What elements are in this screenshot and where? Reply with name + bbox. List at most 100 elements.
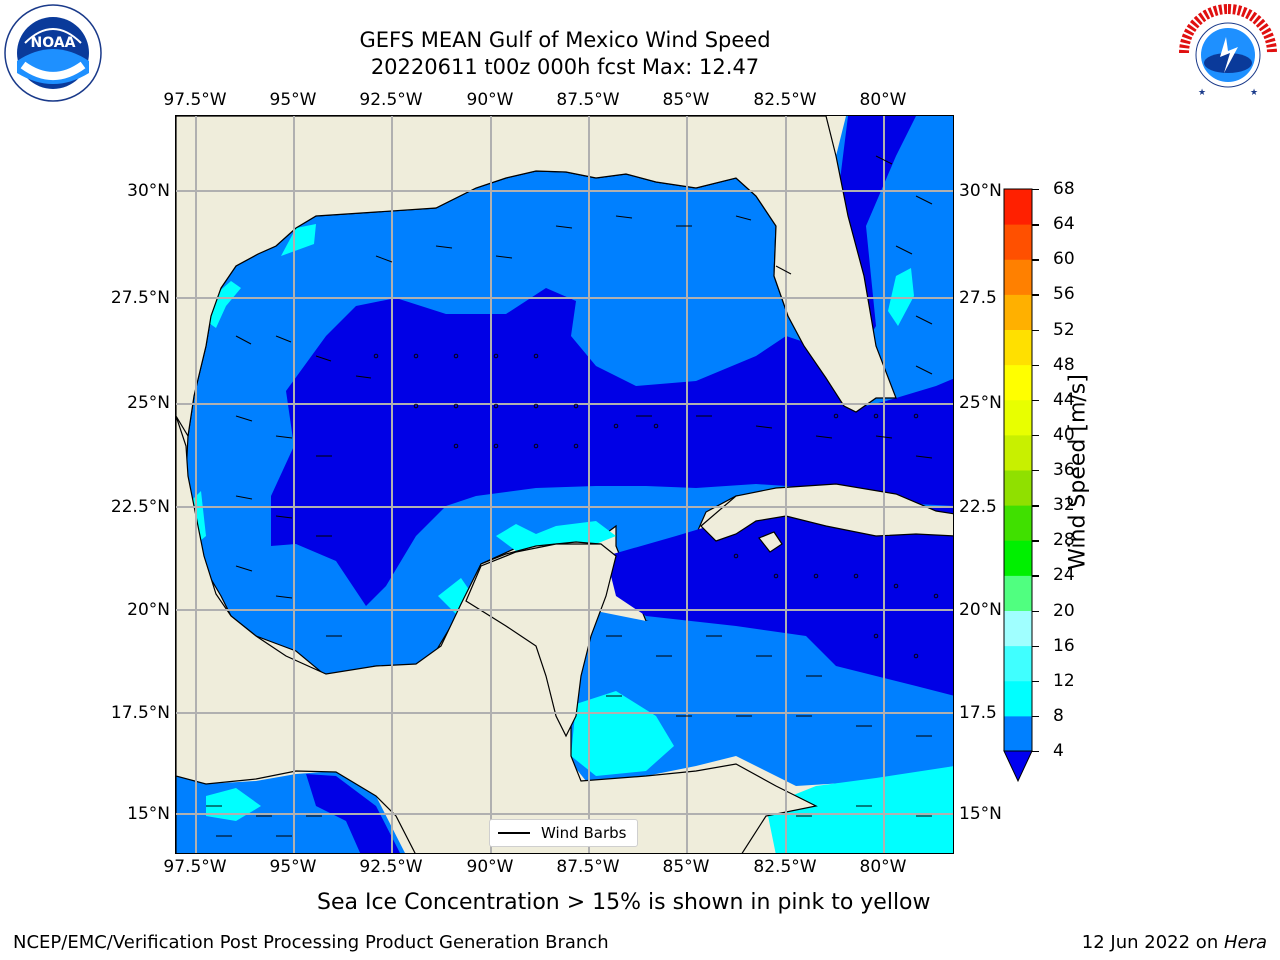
legend-label: Wind Barbs	[541, 824, 627, 842]
colorbar-tick-label: 20	[1053, 600, 1075, 621]
land-yucatan	[465, 543, 617, 738]
footer-credit: NCEP/EMC/Verification Post Processing Pr…	[13, 932, 609, 953]
footer-date: 12 Jun 2022 on	[1081, 932, 1224, 953]
colorbar-tick-mark	[1032, 610, 1039, 612]
chart-subtitle: 20220611 t00z 000h fcst Max: 12.47	[370, 55, 760, 79]
lon-tick-bottom: 95°W	[269, 857, 317, 877]
footer-machine: Hera	[1223, 932, 1267, 953]
colorbar-extend-arrow	[1003, 750, 1033, 783]
lat-tick-right: 22.5	[959, 497, 997, 517]
lon-tick-bottom: 85°W	[662, 857, 710, 877]
breeze-patch	[766, 766, 953, 853]
colorbar-tick-label: 64	[1053, 214, 1075, 235]
lat-tick-right: 25°N	[959, 393, 1002, 413]
colorbar-tick-label: 24	[1053, 565, 1075, 586]
colorbar-tick-label: 48	[1053, 354, 1075, 375]
lat-tick-right: 15°N	[959, 804, 1002, 824]
map-legend: Wind Barbs	[489, 819, 638, 847]
lat-tick-right: 20°N	[959, 600, 1002, 620]
lon-tick-top: 92.5°W	[359, 90, 423, 110]
graticule	[176, 116, 953, 853]
colorbar-segment	[1004, 189, 1032, 225]
lat-tick-left: 30°N	[127, 181, 170, 201]
map-panel	[175, 115, 954, 854]
lat-tick-left: 15°N	[127, 804, 170, 824]
colorbar-graphic	[1003, 188, 1033, 783]
calm-zone-north	[271, 288, 953, 606]
calm-zone-east	[606, 508, 953, 696]
colorbar-segment	[1004, 505, 1032, 541]
colorbar-segment	[1004, 434, 1032, 471]
breeze-patch	[438, 578, 472, 614]
colorbar-label: Wind Speed [m/s]	[1065, 374, 1091, 570]
colorbar-tick-mark	[1032, 399, 1039, 402]
lat-tick-left: 25°N	[127, 393, 170, 413]
colorbar-tick-label: 52	[1053, 319, 1075, 340]
map-caption: Sea Ice Concentration > 15% is shown in …	[317, 890, 931, 915]
colorbar-tick-label: 60	[1053, 249, 1075, 270]
colorbar-tick-label: 44	[1053, 389, 1075, 410]
colorbar-segment	[1004, 259, 1032, 295]
breeze-patch	[206, 788, 261, 821]
colorbar-tick-mark	[1032, 540, 1039, 542]
noaa-logo-icon: NOAA	[3, 3, 103, 103]
colorbar-tick-mark	[1032, 189, 1039, 191]
colorbar-segment	[1004, 224, 1032, 260]
colorbar-tick-mark	[1032, 645, 1039, 648]
colorbar-segment	[1004, 540, 1032, 576]
lon-tick-top: 80°W	[859, 90, 907, 110]
lon-tick-bottom: 97.5°W	[163, 857, 227, 877]
lat-tick-left: 17.5°N	[110, 703, 170, 723]
lon-tick-bottom: 80°W	[859, 857, 907, 877]
lat-tick-left: 20°N	[127, 600, 170, 620]
footer-timestamp: 12 Jun 2022 on Hera	[1082, 932, 1267, 953]
colorbar-segment	[1004, 610, 1032, 647]
lat-tick-right: 17.5	[959, 703, 997, 723]
lon-tick-top: 82.5°W	[753, 90, 817, 110]
colorbar-segment	[1004, 645, 1032, 682]
colorbar-tick-label: 56	[1053, 284, 1075, 305]
lat-tick-right: 30°N	[959, 181, 1002, 201]
colorbar-tick-label: 8	[1053, 705, 1064, 726]
lon-tick-bottom: 87.5°W	[556, 857, 620, 877]
lon-tick-top: 97.5°W	[163, 90, 227, 110]
lon-tick-top: 87.5°W	[556, 90, 620, 110]
colorbar-segment	[1004, 329, 1032, 366]
colorbar-tick-mark	[1032, 294, 1039, 296]
colorbar-tick-mark	[1032, 751, 1039, 753]
lon-tick-bottom: 82.5°W	[753, 857, 817, 877]
noaa-logo-text: NOAA	[31, 35, 76, 51]
colorbar-segment	[1004, 364, 1032, 401]
colorbar-tick-label: 4	[1053, 741, 1064, 761]
land-usa-north	[176, 116, 897, 438]
colorbar-segment	[1004, 680, 1032, 717]
colorbar-segment	[1004, 470, 1032, 506]
lon-tick-bottom: 90°W	[466, 857, 514, 877]
lon-tick-top: 90°W	[466, 90, 514, 110]
colorbar-tick-label: 40	[1053, 424, 1075, 445]
colorbar-tick-mark	[1032, 575, 1039, 577]
lon-tick-top: 95°W	[269, 90, 317, 110]
breeze-patch	[206, 281, 241, 328]
nws-logo-icon: ★ ★	[1178, 3, 1278, 103]
colorbar-tick-label: 12	[1053, 670, 1075, 691]
colorbar-tick-label: 32	[1053, 495, 1075, 516]
colorbar-segment	[1004, 715, 1032, 752]
colorbar-tick-label: 16	[1053, 635, 1075, 656]
wind-barb-line-icon	[498, 832, 530, 834]
colorbar-tick-mark	[1032, 505, 1039, 507]
colorbar-tick-mark	[1032, 470, 1039, 472]
colorbar-tick-mark	[1032, 715, 1039, 718]
colorbar	[1000, 185, 1040, 785]
colorbar-tick-mark	[1032, 680, 1039, 683]
calm-circles	[373, 353, 939, 659]
colorbar-tick-mark	[1032, 329, 1039, 331]
land-youth-island	[758, 531, 783, 553]
lat-tick-left: 27.5°N	[110, 288, 170, 308]
colorbar-tick-mark	[1032, 364, 1039, 367]
svg-text:★: ★	[1250, 88, 1258, 98]
colorbar-tick-mark	[1032, 224, 1039, 226]
land-cuba	[700, 483, 953, 542]
colorbar-tick-mark	[1032, 259, 1039, 261]
lon-tick-bottom: 92.5°W	[359, 857, 423, 877]
